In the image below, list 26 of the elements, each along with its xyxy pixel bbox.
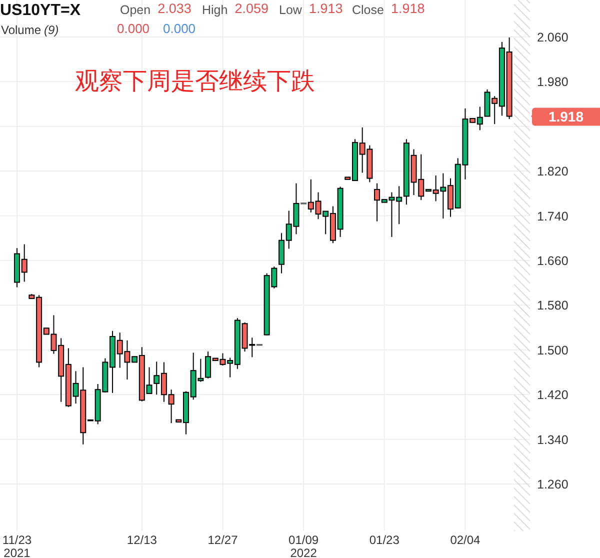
annotation: Low 1.913 xyxy=(279,1,343,17)
y-tick-label: 2.060 xyxy=(537,30,568,44)
annotation: 0.000 xyxy=(117,21,150,36)
y-tick-label: 1.820 xyxy=(537,164,568,179)
y-tick-label: 1.660 xyxy=(537,254,568,268)
annotation: High 2.059 xyxy=(202,1,269,17)
y-tick-label: 1.340 xyxy=(537,432,568,447)
y-tick-label: 1.740 xyxy=(537,209,568,224)
y-tick-label: 1.260 xyxy=(537,478,568,492)
annotation: 0.000 xyxy=(163,21,196,36)
y-tick-label: 1.580 xyxy=(537,298,568,313)
annotation: 观察下周是否继续下跌 xyxy=(75,67,315,95)
x-tick-label: 12/27 xyxy=(208,533,238,547)
x-tick-label: 01/23 xyxy=(369,533,400,547)
text: 1.918 xyxy=(548,108,584,124)
x-tick-label: 01/09 2022 xyxy=(288,533,319,558)
x-tick-label: 12/13 xyxy=(126,533,158,547)
x-tick-label: 02/04 xyxy=(450,533,481,547)
y-tick-label: 1.980 xyxy=(537,75,568,90)
chart-title: US10YT=X xyxy=(0,2,81,19)
annotation: Volume (9) xyxy=(1,23,59,37)
x-tick-label: 11/23 2021 xyxy=(2,533,32,558)
y-tick-label: 1.500 xyxy=(537,343,568,358)
annotation: Close 1.918 xyxy=(352,1,425,17)
annotation: Open 2.033 xyxy=(120,1,192,17)
y-tick-label: 1.420 xyxy=(537,388,568,402)
